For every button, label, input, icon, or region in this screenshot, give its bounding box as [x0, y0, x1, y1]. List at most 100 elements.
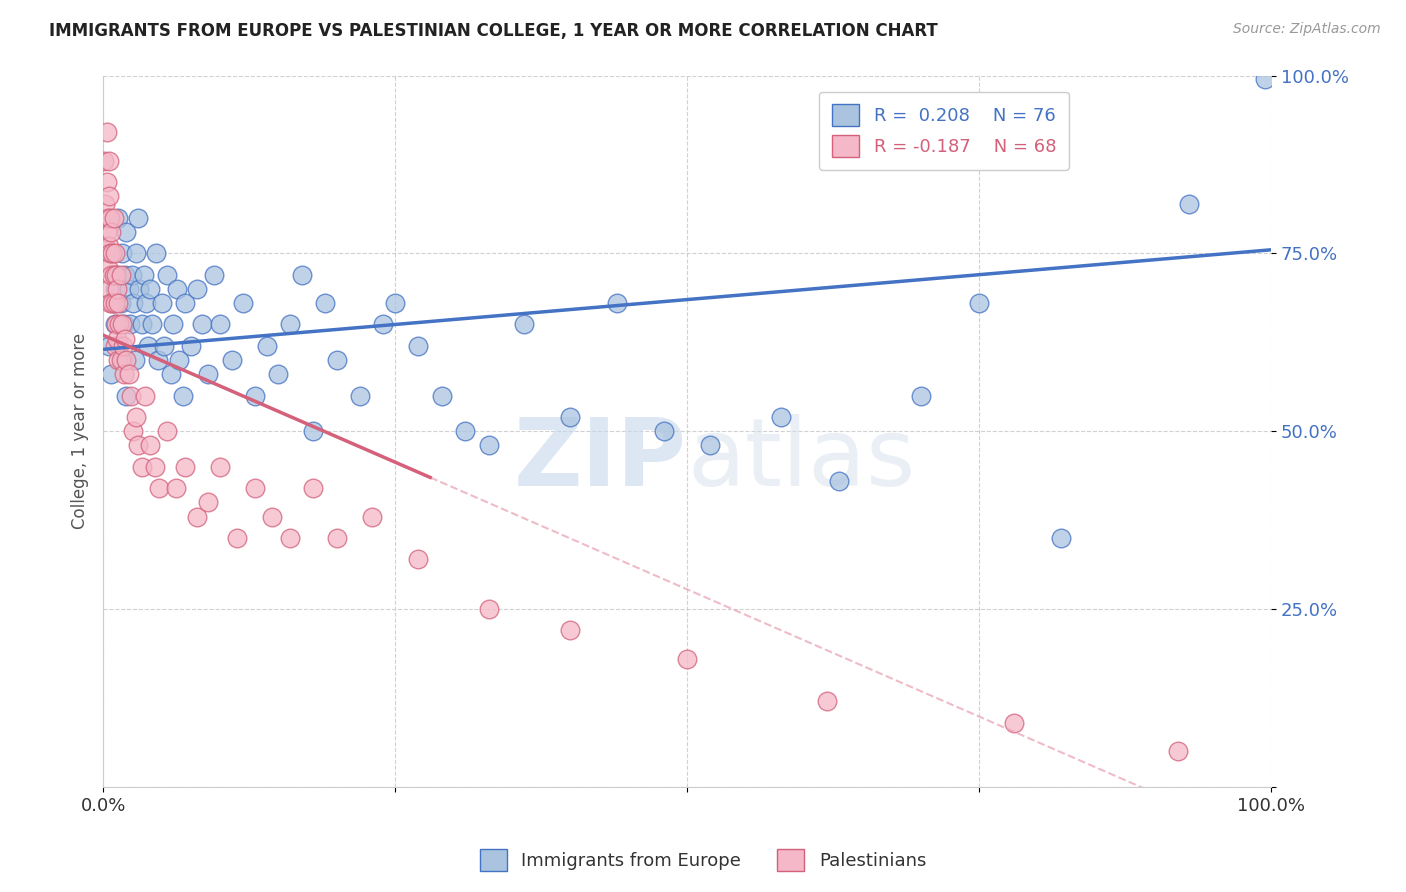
Point [314, 296, 336, 310]
Point [302, 481, 325, 495]
Point [606, 296, 628, 310]
Point [1178, 196, 1201, 211]
Point [477, 438, 499, 452]
Point [166, 282, 188, 296]
Point [98, 211, 121, 225]
Point [101, 246, 124, 260]
Point [232, 296, 254, 310]
Legend: Immigrants from Europe, Palestinians: Immigrants from Europe, Palestinians [472, 842, 934, 879]
Point [139, 438, 162, 452]
Point [96, 225, 118, 239]
Point [122, 296, 145, 310]
Point [150, 296, 173, 310]
Point [910, 389, 932, 403]
Point [180, 339, 202, 353]
Point [186, 282, 208, 296]
Point [208, 318, 231, 332]
Point [111, 318, 134, 332]
Point [97, 211, 120, 225]
Point [125, 246, 148, 260]
Point [108, 339, 131, 353]
Point [110, 296, 132, 310]
Point [94, 239, 117, 253]
Point [172, 389, 194, 403]
Point [373, 318, 395, 332]
Point [93, 153, 115, 168]
Point [408, 552, 430, 566]
Point [202, 268, 225, 282]
Point [108, 318, 131, 332]
Point [191, 318, 214, 332]
Point [103, 296, 125, 310]
Point [173, 296, 195, 310]
Point [121, 268, 143, 282]
Point [101, 296, 124, 310]
Point [110, 353, 132, 368]
Point [208, 459, 231, 474]
Point [112, 318, 135, 332]
Point [360, 509, 382, 524]
Point [384, 296, 406, 310]
Point [118, 282, 141, 296]
Point [676, 652, 699, 666]
Legend: R =  0.208    N = 76, R = -0.187    N = 68: R = 0.208 N = 76, R = -0.187 N = 68 [820, 92, 1069, 170]
Point [94, 196, 117, 211]
Point [103, 268, 125, 282]
Point [98, 296, 121, 310]
Point [197, 495, 219, 509]
Point [107, 353, 129, 368]
Point [1167, 744, 1189, 758]
Point [143, 459, 166, 474]
Point [221, 353, 243, 368]
Point [131, 318, 153, 332]
Point [122, 424, 145, 438]
Point [98, 239, 121, 253]
Point [104, 246, 127, 260]
Text: atlas: atlas [688, 414, 915, 506]
Point [100, 368, 122, 382]
Point [153, 339, 176, 353]
Point [560, 624, 582, 638]
Point [105, 268, 128, 282]
Point [512, 318, 534, 332]
Text: ZIP: ZIP [515, 414, 688, 506]
Point [243, 389, 266, 403]
Point [167, 353, 190, 368]
Point [118, 318, 141, 332]
Point [349, 389, 371, 403]
Point [1050, 531, 1073, 545]
Point [699, 438, 721, 452]
Point [430, 389, 453, 403]
Point [186, 509, 208, 524]
Point [96, 125, 118, 139]
Point [256, 339, 278, 353]
Point [134, 389, 156, 403]
Point [146, 353, 169, 368]
Point [104, 282, 127, 296]
Point [100, 268, 122, 282]
Point [132, 268, 155, 282]
Point [1254, 72, 1277, 87]
Point [477, 602, 499, 616]
Point [98, 246, 121, 260]
Point [128, 282, 150, 296]
Point [101, 246, 124, 260]
Point [967, 296, 990, 310]
Point [103, 211, 125, 225]
Point [131, 459, 153, 474]
Point [111, 246, 134, 260]
Point [105, 332, 128, 346]
Point [115, 225, 138, 239]
Point [262, 509, 284, 524]
Point [96, 175, 118, 189]
Point [127, 211, 149, 225]
Point [115, 389, 138, 403]
Point [105, 282, 128, 296]
Point [120, 389, 142, 403]
Text: IMMIGRANTS FROM EUROPE VS PALESTINIAN COLLEGE, 1 YEAR OR MORE CORRELATION CHART: IMMIGRANTS FROM EUROPE VS PALESTINIAN CO… [49, 22, 938, 40]
Y-axis label: College, 1 year or more: College, 1 year or more [72, 333, 89, 529]
Point [156, 424, 179, 438]
Point [278, 318, 301, 332]
Point [454, 424, 477, 438]
Point [652, 424, 675, 438]
